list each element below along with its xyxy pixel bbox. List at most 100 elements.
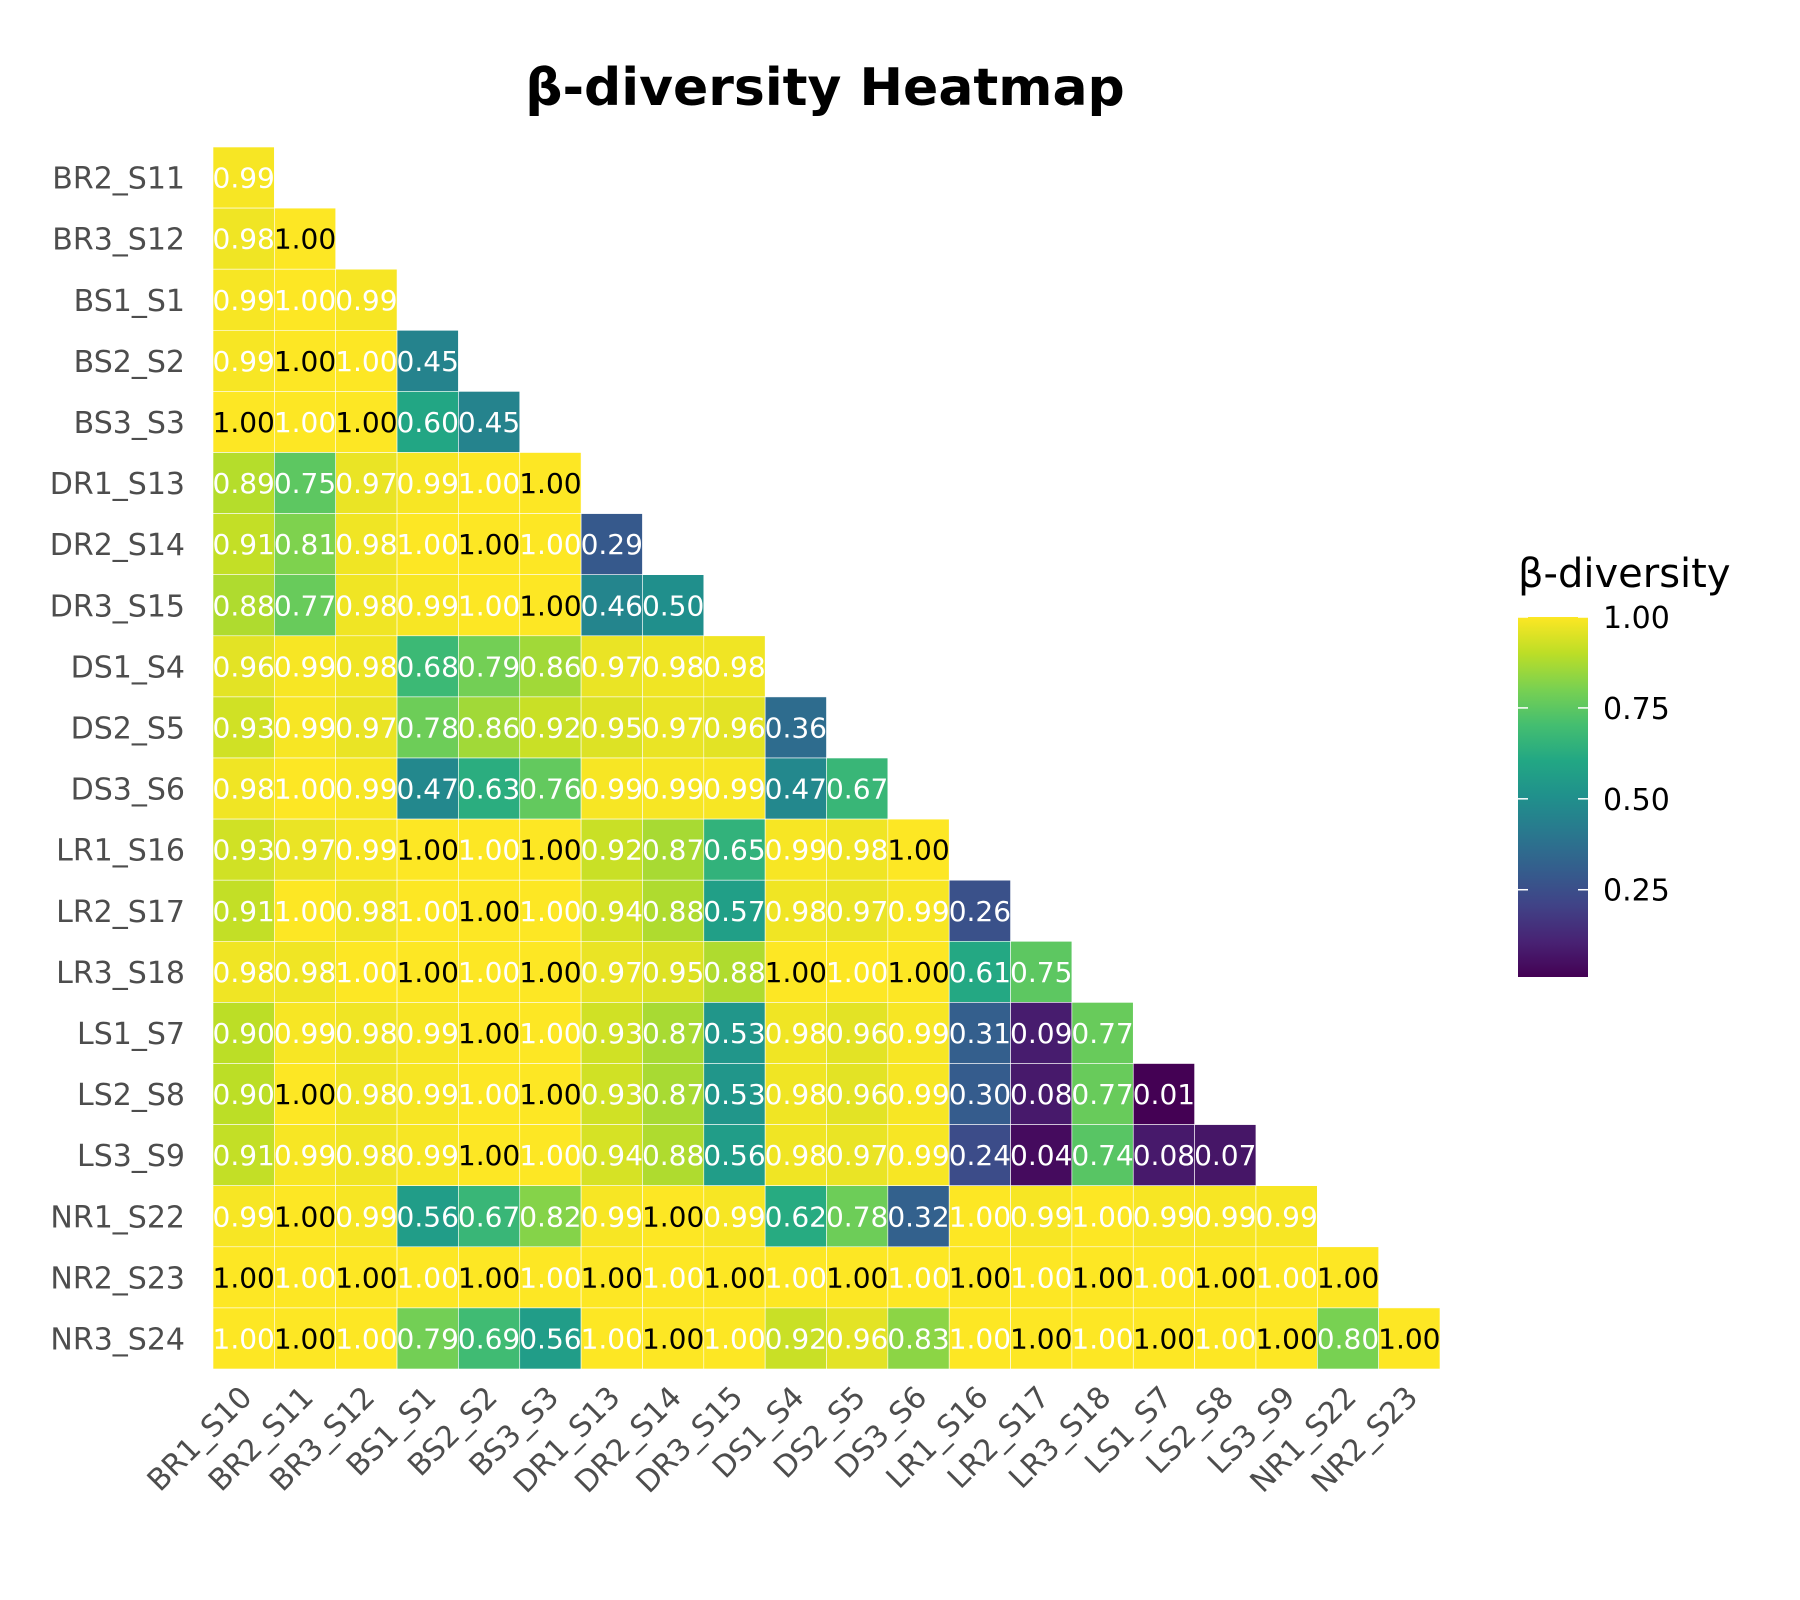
heatmap-cell [1010,1307,1073,1370]
cell-value-label: 0.63 [458,773,520,806]
cell-value-label: 0.98 [213,223,275,256]
cell-value-label: 0.87 [642,1017,704,1050]
heatmap-cell [212,1063,275,1125]
heatmap-cell [703,879,766,942]
y-tick-labels: BR2_S11 BR3_S12 BS1_S1 BS2_S2 BS3_S3 DR1_S13 D… [50,162,185,1358]
heatmap-cell [458,391,521,453]
cell-value-label: 1.00 [1010,1322,1072,1355]
cell-value-label: 1.00 [1133,1322,1195,1355]
heatmap-cell [458,1246,521,1309]
cell-value-label: 1.00 [458,1139,520,1172]
cell-value-label: 0.88 [213,589,275,622]
cell-value-label: 1.00 [949,1322,1011,1355]
cell-value-label: 1.00 [519,528,581,561]
cell-value-label: 0.93 [213,711,275,744]
heatmap-cell [519,940,582,1003]
cell-value-label: 0.96 [703,711,765,744]
cell-value-label: 0.97 [826,1139,888,1172]
heatmap-cell [580,818,643,881]
heatmap-cell [274,452,337,514]
heatmap-cell [703,757,766,820]
cell-value-label: 0.99 [397,1017,459,1050]
heatmap-cell [1010,940,1073,1003]
cell-value-label: 0.99 [274,1139,336,1172]
heatmap-cell [1071,1063,1134,1125]
heatmap-cell [703,1002,766,1064]
cell-value-label: 1.00 [458,956,520,989]
heatmap-cell [826,757,889,820]
heatmap-cell [519,1002,582,1064]
y-tick-label: LS2_S8 [77,1078,185,1113]
cell-value-label: 0.93 [581,1078,643,1111]
cell-value-label: 1.00 [458,834,520,867]
heatmap-cell [458,1185,521,1248]
heatmap-cell [1071,1124,1134,1186]
cell-value-label: 1.00 [274,773,336,806]
cell-value-label: 1.00 [1378,1322,1440,1355]
heatmap-cell [212,207,275,270]
cell-value-label: 0.75 [1010,956,1072,989]
heatmap-cell [335,635,398,698]
cell-value-label: 0.26 [949,895,1011,928]
heatmap-cell [1010,1063,1073,1125]
cell-value-label: 0.53 [703,1078,765,1111]
heatmap-cell [396,1307,459,1370]
heatmap-cell [764,879,827,942]
cell-value-label: 0.74 [1071,1139,1133,1172]
heatmap-cell [274,1307,337,1370]
cell-value-label: 0.60 [397,406,459,439]
cell-value-label: 0.98 [335,1017,397,1050]
cell-value-label: 0.62 [765,1200,827,1233]
heatmap-cell [703,696,766,759]
heatmap-cell [764,1307,827,1370]
heatmap-cell [335,940,398,1003]
cell-value-label: 0.69 [458,1322,520,1355]
cell-value-label: 1.00 [887,1261,949,1294]
cell-value-label: 0.47 [397,773,459,806]
cell-value-label: 0.45 [458,406,520,439]
heatmap-cell [826,818,889,881]
cell-value-label: 0.53 [703,1017,765,1050]
cell-value-label: 1.00 [1071,1322,1133,1355]
cell-value-label: 0.87 [642,1078,704,1111]
heatmap-cell [887,940,950,1003]
heatmap-cell [396,940,459,1003]
cell-value-label: 0.98 [213,956,275,989]
cell-value-label: 1.00 [458,1261,520,1294]
cell-value-label: 0.99 [887,1078,949,1111]
heatmap-cell [212,1185,275,1248]
heatmap-cell [764,818,827,881]
cell-value-label: 0.99 [213,284,275,317]
cell-value-label: 0.99 [1010,1200,1072,1233]
heatmap-cell [212,818,275,881]
y-tick-label: LR2_S17 [56,895,185,930]
y-tick-label: DS1_S4 [71,650,185,685]
heatmap-cell [458,1063,521,1125]
heatmap-cell [764,1063,827,1125]
cell-value-label: 0.99 [397,467,459,500]
heatmap-cell [887,1307,950,1370]
cell-value-label: 0.89 [213,467,275,500]
heatmap-cell [274,818,337,881]
heatmap-cell [458,1002,521,1064]
heatmap-cell [948,940,1011,1003]
cell-value-label: 1.00 [274,284,336,317]
cell-value-label: 0.99 [213,162,275,195]
cell-value-label: 1.00 [949,1200,1011,1233]
heatmap-cell [335,1002,398,1064]
legend-colorbar [1518,617,1588,977]
cell-value-label: 0.82 [519,1200,581,1233]
heatmap-cell [948,879,1011,942]
heatmap-cell [826,1246,889,1309]
heatmap-cell [519,818,582,881]
cell-value-label: 0.99 [397,1139,459,1172]
cell-value-label: 1.00 [397,956,459,989]
heatmap-cell [212,1246,275,1309]
heatmap-cell [887,1063,950,1125]
cell-value-label: 1.00 [213,406,275,439]
cell-value-label: 1.00 [1133,1261,1195,1294]
heatmap-cell [887,1124,950,1186]
cell-value-label: 0.32 [887,1200,949,1233]
